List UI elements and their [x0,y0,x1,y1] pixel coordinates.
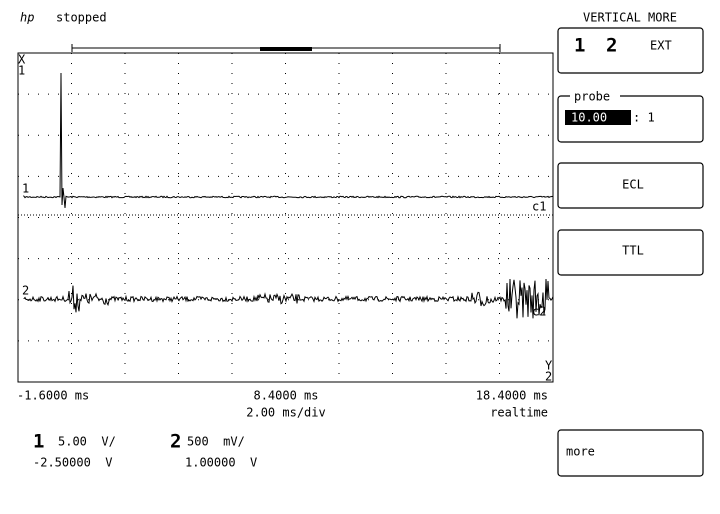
y-marker-channel: 2 [545,370,552,384]
ch1-number: 1 [33,431,44,453]
time-scale: 2.00 ms/div [246,406,325,420]
ch2-offset: 1.00000 V [185,456,257,470]
more-key[interactable] [557,429,704,477]
probe-value[interactable]: 10.00 [571,111,607,125]
acq-mode: realtime [490,406,548,420]
ecl-label[interactable]: ECL [622,178,644,192]
ttl-label[interactable]: TTL [622,244,644,258]
ch1-offset: -2.50000 V [33,456,112,470]
more-label[interactable]: more [566,445,595,459]
channel-select-key[interactable] [557,27,704,74]
key-channel-2[interactable]: 2 [606,35,617,57]
key-ext[interactable]: EXT [650,39,672,53]
c1-label: c1 [532,200,546,214]
ch2-ground-marker: 2 [22,284,29,298]
time-center: 8.4000 ms [253,389,318,403]
ecl-key[interactable] [557,162,704,209]
channel-2-trace [23,278,554,319]
time-bar [71,44,501,52]
ch2-scale: 500 mV/ [187,435,245,449]
ch1-ground-marker: 1 [22,182,29,196]
x-marker-channel: 1 [18,64,25,78]
grid [18,53,553,382]
time-right: 18.4000 ms [476,389,548,403]
x-marker: X [18,53,26,67]
probe-label: probe [574,90,610,104]
key-channel-1[interactable]: 1 [574,35,585,57]
logo: hp [20,11,34,25]
ch2-number: 2 [170,431,181,453]
y-marker: Y [545,359,553,373]
time-left: -1.6000 ms [17,389,89,403]
status: stopped [56,11,107,25]
ch1-scale: 5.00 V/ [58,435,116,449]
c2-label: c2 [532,305,546,319]
channel-1-trace [23,72,554,209]
menu-title: VERTICAL MORE [583,11,677,25]
probe-ratio: : 1 [633,111,655,125]
ttl-key[interactable] [557,229,704,276]
